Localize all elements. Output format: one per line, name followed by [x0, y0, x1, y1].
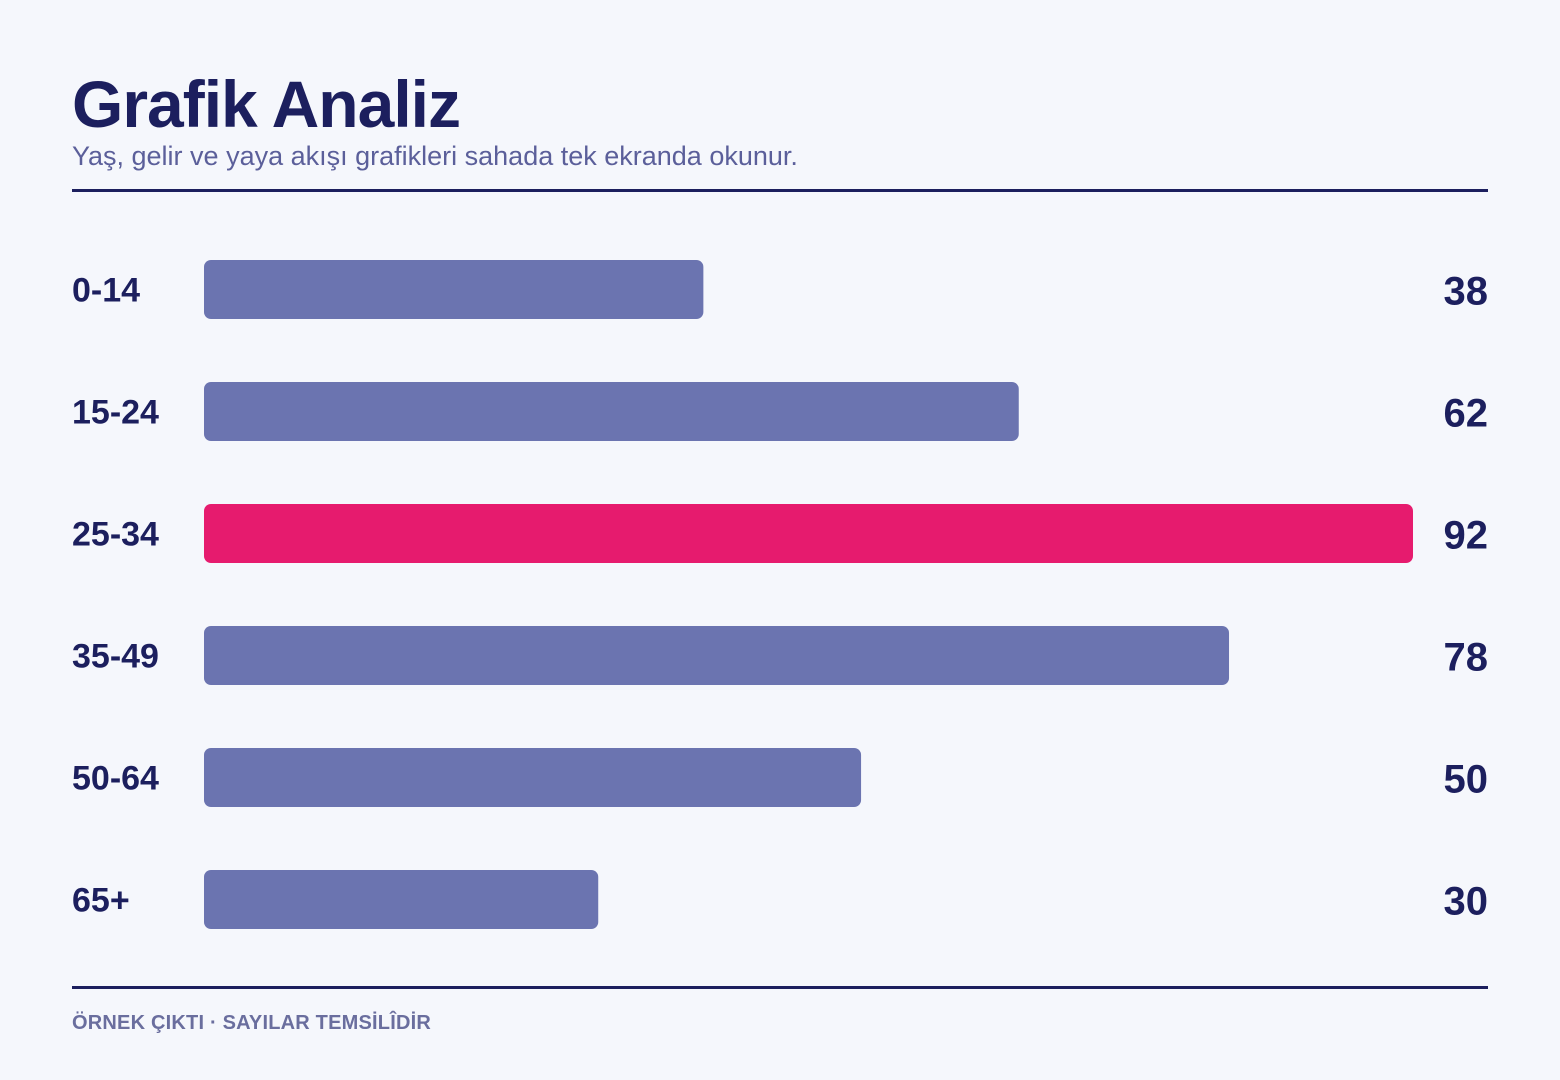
bar-35-49: [204, 626, 1230, 685]
top-divider: [72, 189, 1488, 192]
value-label-50-64: 50: [1444, 758, 1489, 802]
bar-50-64: [204, 748, 862, 807]
category-label-65plus: 65+: [72, 882, 130, 920]
category-label-25-34: 25-34: [72, 516, 159, 554]
category-label-0-14: 0-14: [72, 272, 140, 310]
bottom-divider: [72, 986, 1488, 989]
bar-25-34: [204, 504, 1413, 563]
value-label-25-34: 92: [1444, 514, 1489, 558]
category-label-50-64: 50-64: [72, 760, 159, 798]
value-label-15-24: 62: [1444, 392, 1489, 436]
category-label-35-49: 35-49: [72, 638, 159, 676]
value-label-0-14: 38: [1444, 270, 1489, 314]
value-label-35-49: 78: [1444, 636, 1489, 680]
page-title: Grafik Analiz: [72, 67, 461, 141]
category-label-15-24: 15-24: [72, 394, 159, 432]
value-label-65plus: 30: [1444, 880, 1489, 924]
footer-note: ÖRNEK ÇIKTI · SAYILAR TEMSİLÎDİR: [72, 1012, 432, 1034]
bar-65plus: [204, 870, 599, 929]
page-subtitle: Yaş, gelir ve yaya akışı grafikleri saha…: [72, 141, 798, 171]
bar-0-14: [204, 260, 704, 319]
bar-15-24: [204, 382, 1019, 441]
